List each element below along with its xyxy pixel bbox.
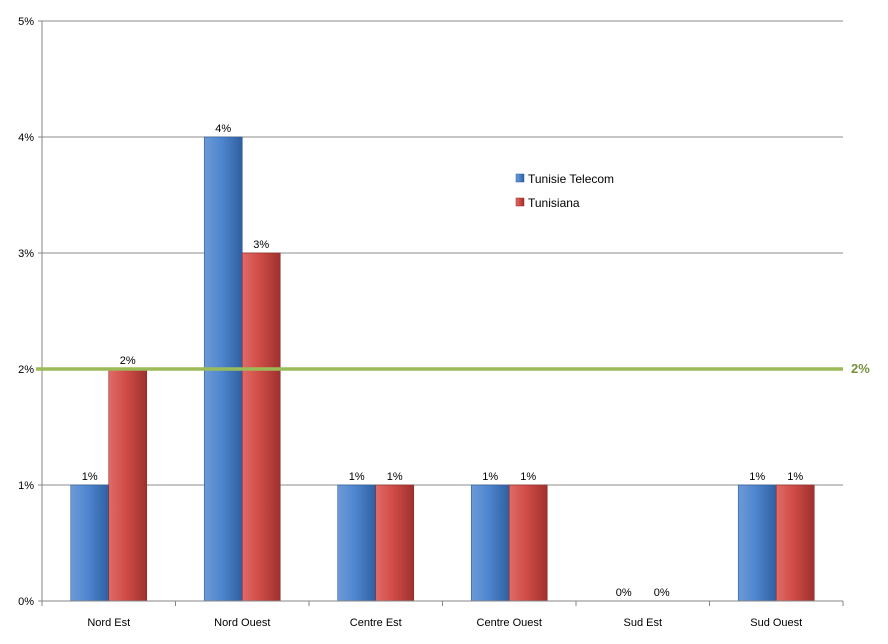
x-tick-label: Nord Ouest: [214, 617, 270, 629]
y-tick-label: 2%: [18, 364, 34, 376]
data-label: 3%: [253, 239, 269, 251]
bar: [241, 252, 281, 602]
x-tick-label: Sud Est: [623, 617, 662, 629]
data-label: 1%: [749, 471, 765, 483]
y-tick-label: 4%: [18, 132, 34, 144]
data-label: 1%: [82, 471, 98, 483]
y-tick-label: 3%: [18, 248, 34, 260]
x-tick-label: Centre Ouest: [477, 617, 542, 629]
reference-line-group: 2%: [36, 361, 870, 376]
y-axis-tick-labels: 0% 1% 2% 3% 4% 5%: [18, 16, 34, 608]
bar: [470, 484, 510, 602]
bar: [375, 484, 415, 602]
reference-line-label: 2%: [851, 361, 870, 376]
gridlines: [42, 20, 843, 486]
axes: [38, 20, 844, 606]
data-label: 0%: [616, 587, 632, 599]
data-label: 1%: [482, 471, 498, 483]
data-label: 2%: [120, 355, 136, 367]
bar: [775, 484, 815, 602]
x-tick-label: Nord Est: [87, 617, 130, 629]
data-label: 1%: [387, 471, 403, 483]
data-label: 1%: [520, 471, 536, 483]
y-tick-label: 1%: [18, 480, 34, 492]
bars: 1% 2% 4% 3% 1% 1% 1% 1% 0% 0% 1% 1%: [70, 123, 815, 602]
legend-swatch: [515, 197, 525, 207]
bar: [108, 368, 148, 602]
data-label: 1%: [787, 471, 803, 483]
bar: [508, 484, 548, 602]
bar: [70, 484, 110, 602]
legend-label: Tunisiana: [528, 196, 580, 210]
x-tick-label: Sud Ouest: [750, 617, 802, 629]
x-axis-tick-labels: Nord Est Nord Ouest Centre Est Centre Ouest…: [87, 617, 802, 629]
y-tick-label: 0%: [18, 596, 34, 608]
y-tick-label: 5%: [18, 16, 34, 28]
x-tick-label: Centre Est: [350, 617, 402, 629]
data-label: 4%: [215, 123, 231, 135]
legend-swatch: [515, 173, 525, 183]
data-label: 0%: [654, 587, 670, 599]
legend: Tunisie Telecom Tunisiana: [515, 172, 614, 210]
bar: [737, 484, 777, 602]
bar: [337, 484, 377, 602]
legend-label: Tunisie Telecom: [528, 172, 614, 186]
data-label: 1%: [349, 471, 365, 483]
